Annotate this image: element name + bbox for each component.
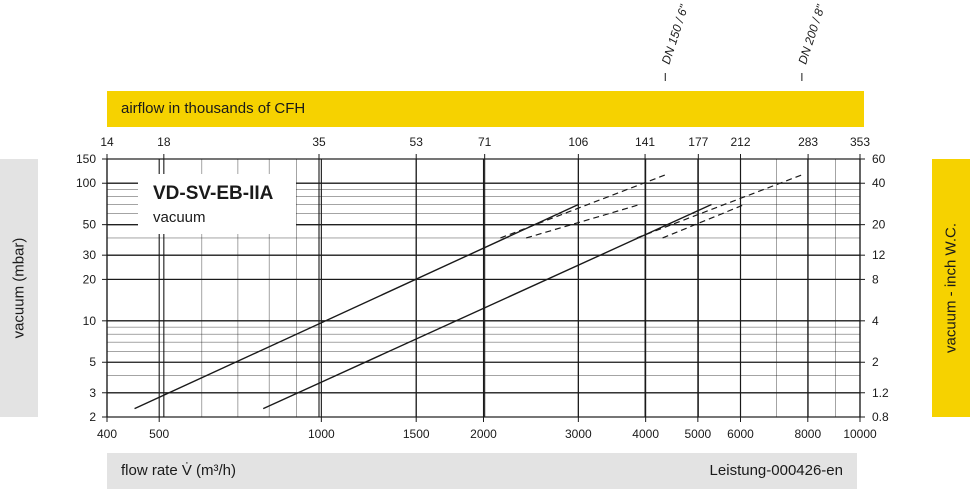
y-tick-label: 100 xyxy=(76,176,96,190)
series-name-label: DN 200 / 8" xyxy=(795,2,828,66)
chart-code: Leistung-000426-en xyxy=(709,462,843,479)
x-tick-label: 2000 xyxy=(470,427,497,441)
right-tick-label: 20 xyxy=(872,218,886,232)
chart-title: VD-SV-EB-IIA xyxy=(153,183,274,204)
x-tick-label: 5000 xyxy=(684,427,711,441)
x-tick-label: 3000 xyxy=(565,427,592,441)
x-tick-label: 10000 xyxy=(843,427,877,441)
top-tick-label: 106 xyxy=(568,135,588,149)
chart-subtitle: vacuum xyxy=(153,209,206,226)
left-axis-band: vacuum (mbar) xyxy=(0,159,38,417)
series-dashed-line-2 xyxy=(662,203,745,239)
y-tick-label: 2 xyxy=(89,410,96,424)
top-tick-label: 212 xyxy=(730,135,750,149)
y-tick-label: 5 xyxy=(89,355,96,369)
y-tick-label: 20 xyxy=(83,272,97,286)
series-line-2 xyxy=(262,203,712,410)
x-tick-label: 8000 xyxy=(794,427,821,441)
x-tick-label: 1000 xyxy=(308,427,335,441)
top-tick-label: 35 xyxy=(312,135,326,149)
y-tick-label: 150 xyxy=(76,152,96,166)
top-tick-label: 353 xyxy=(850,135,870,149)
series-line-1 xyxy=(134,203,579,410)
y-tick-label: 10 xyxy=(83,314,97,328)
flow-rate-label: flow rate V̇ (m³/h) xyxy=(121,462,237,479)
right-tick-label: 4 xyxy=(872,314,879,328)
x-tick-label: 6000 xyxy=(727,427,754,441)
y-tick-label: 3 xyxy=(89,386,96,400)
top-tick-label: 141 xyxy=(635,135,655,149)
right-tick-label: 12 xyxy=(872,248,886,262)
y-tick-label: 30 xyxy=(83,248,97,262)
x-tick-label: 500 xyxy=(149,427,169,441)
title-box: VD-SV-EB-IIA vacuum xyxy=(138,174,296,234)
airflow-band-label: airflow in thousands of CFH xyxy=(121,100,306,117)
series-name-label: DN 150 / 6" xyxy=(659,2,692,66)
flow-rate-band: flow rate V̇ (m³/h) Leistung-000426-en xyxy=(107,453,857,489)
series-dashed-line-2 xyxy=(636,174,803,239)
right-tick-label: 8 xyxy=(872,272,879,286)
y-tick-label: 50 xyxy=(83,218,97,232)
right-tick-label: 60 xyxy=(872,152,886,166)
right-tick-label: 40 xyxy=(872,176,886,190)
x-tick-label: 4000 xyxy=(632,427,659,441)
top-tick-label: 14 xyxy=(100,135,114,149)
airflow-band: airflow in thousands of CFH xyxy=(107,91,864,127)
top-tick-label: 177 xyxy=(688,135,708,149)
x-tick-label: 1500 xyxy=(403,427,430,441)
top-tick-label: 18 xyxy=(157,135,171,149)
top-tick-label: 53 xyxy=(410,135,424,149)
top-tick-label: 71 xyxy=(478,135,492,149)
top-tick-label: 283 xyxy=(798,135,818,149)
right-tick-label: 1.2 xyxy=(872,386,889,400)
right-tick-label: 2 xyxy=(872,355,879,369)
right-tick-label: 0.8 xyxy=(872,410,889,424)
x-tick-label: 400 xyxy=(97,427,117,441)
right-axis-band: vacuum - inch W.C. xyxy=(932,159,970,417)
